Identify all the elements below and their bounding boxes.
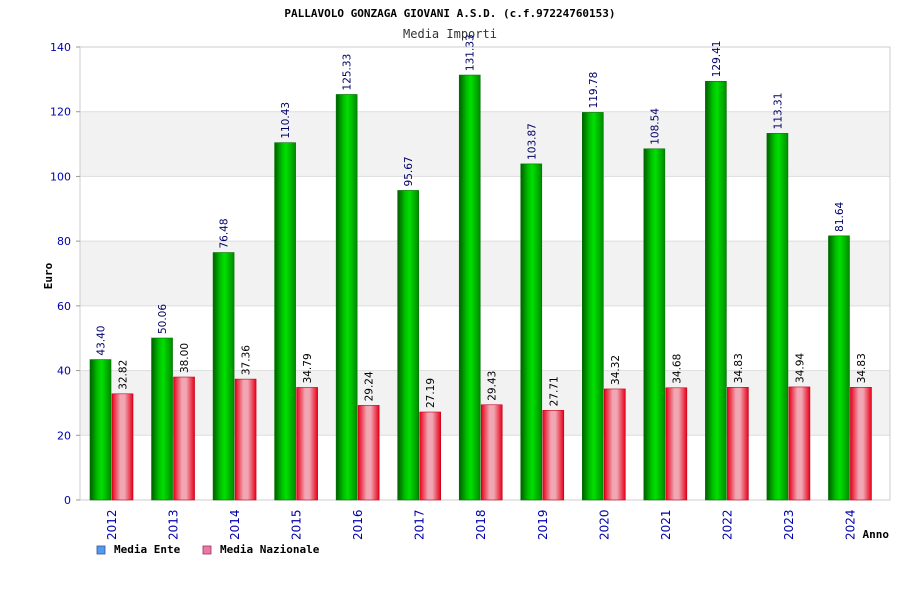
bar-ente-2012: [89, 359, 112, 501]
y-tick-label: 100: [50, 170, 71, 183]
bar-value-label-ente-2022: 129.41: [711, 41, 723, 78]
bar-value-label-nazionale-2023: 34.94: [794, 353, 806, 383]
bar-value-label-nazionale-2019: 27.71: [548, 376, 560, 406]
bar-nazionale-2015: [296, 387, 318, 501]
bar-labels-layer: 43.40 32.82 50.06 38.00 76.48 37.36 110.43 34.7…: [96, 34, 868, 408]
legend-label-media-ente: Media Ente: [114, 543, 181, 556]
legend-swatch-media-nazionale: [202, 545, 212, 555]
x-axis-label: Anno: [863, 528, 890, 541]
bar-ente-2018: [458, 74, 481, 501]
bar-value-label-ente-2024: 81.64: [834, 201, 846, 231]
bar-value-label-nazionale-2020: 34.32: [610, 355, 622, 385]
chart-subtitle: Media Importi: [403, 27, 497, 41]
y-tick-label: 80: [57, 235, 71, 248]
y-axis-ticks: 0 20 40 60 80 100 120 140: [50, 41, 80, 507]
bar-ente-2015: [274, 142, 296, 501]
bar-nazionale-2021: [665, 387, 688, 501]
legend-swatch-media-ente: [96, 545, 106, 555]
bar-ente-2021: [643, 148, 666, 501]
bar-value-label-nazionale-2022: 34.83: [733, 353, 745, 383]
bar-value-label-nazionale-2012: 32.82: [118, 360, 130, 390]
bar-nazionale-2017: [419, 411, 441, 501]
y-tick-label: 60: [57, 300, 71, 313]
x-tick-label-2013: 2013: [167, 509, 181, 540]
bar-value-label-ente-2023: 113.31: [772, 93, 784, 130]
bar-value-label-ente-2017: 95.67: [403, 156, 415, 186]
bar-nazionale-2014: [234, 378, 257, 501]
bar-nazionale-2013: [173, 376, 195, 501]
y-tick-label: 20: [57, 429, 71, 442]
bar-value-label-nazionale-2024: 34.83: [856, 353, 868, 383]
grid-bands: [80, 111, 890, 436]
chart-title: PALLAVOLO GONZAGA GIOVANI A.S.D. (c.f.97…: [284, 7, 615, 20]
bar-value-label-ente-2015: 110.43: [280, 102, 292, 139]
bar-ente-2019: [520, 163, 543, 501]
x-tick-label-2018: 2018: [474, 509, 488, 540]
x-tick-label-2014: 2014: [228, 509, 242, 540]
bar-nazionale-2024: [850, 387, 872, 501]
legend: Media Ente Media Nazionale: [96, 543, 320, 556]
bar-value-label-nazionale-2016: 29.24: [364, 371, 376, 401]
bar-nazionale-2012: [111, 393, 134, 501]
bar-ente-2022: [705, 80, 727, 501]
bar-ente-2023: [766, 133, 789, 501]
x-tick-label-2022: 2022: [720, 509, 734, 540]
x-tick-label-2023: 2023: [782, 509, 796, 540]
bar-value-label-ente-2014: 76.48: [219, 218, 231, 248]
bar-value-label-nazionale-2017: 27.19: [425, 378, 437, 408]
bar-ente-2020: [582, 112, 604, 501]
bar-value-label-ente-2019: 103.87: [526, 123, 538, 160]
bars-layer: [89, 74, 872, 501]
bar-ente-2017: [397, 190, 419, 501]
y-tick-label: 0: [64, 494, 71, 507]
x-tick-label-2020: 2020: [597, 509, 611, 540]
bar-ente-2013: [151, 337, 173, 501]
bar-value-label-ente-2012: 43.40: [96, 326, 108, 356]
bar-value-label-ente-2018: 131.33: [465, 34, 477, 71]
bar-value-label-ente-2013: 50.06: [157, 304, 169, 334]
legend-label-media-nazionale: Media Nazionale: [220, 543, 320, 556]
x-tick-label-2015: 2015: [290, 509, 304, 540]
y-tick-label: 140: [50, 41, 71, 54]
y-tick-label: 40: [57, 365, 71, 378]
bar-value-label-nazionale-2018: 29.43: [487, 371, 499, 401]
x-tick-label-2024: 2024: [843, 509, 857, 540]
bar-value-label-ente-2016: 125.33: [342, 54, 354, 91]
bar-nazionale-2018: [480, 404, 503, 501]
bar-value-label-nazionale-2021: 34.68: [671, 354, 683, 384]
x-tick-label-2019: 2019: [536, 509, 550, 540]
bar-ente-2024: [828, 235, 850, 501]
x-axis-ticks: 2012 2013 2014 2015 2016 2017 2018 2019 2020 2021…: [105, 509, 857, 540]
bar-ente-2014: [212, 252, 235, 501]
y-tick-label: 120: [50, 106, 71, 119]
bar-value-label-nazionale-2013: 38.00: [179, 343, 191, 373]
bar-ente-2016: [335, 94, 358, 501]
x-tick-label-2017: 2017: [413, 509, 427, 540]
grid-band: [80, 111, 890, 177]
bar-value-label-ente-2020: 119.78: [588, 72, 600, 109]
bar-value-label-nazionale-2015: 34.79: [302, 353, 314, 383]
y-axis-label: Euro: [42, 262, 55, 289]
bar-nazionale-2016: [357, 405, 380, 501]
bar-value-label-ente-2021: 108.54: [649, 108, 661, 145]
x-tick-label-2021: 2021: [659, 509, 673, 540]
bar-nazionale-2022: [727, 387, 749, 501]
bar-nazionale-2023: [788, 386, 811, 501]
x-tick-label-2016: 2016: [351, 509, 365, 540]
bar-value-label-nazionale-2014: 37.36: [241, 345, 253, 375]
bar-nazionale-2020: [604, 388, 626, 501]
x-tick-label-2012: 2012: [105, 509, 119, 540]
bar-nazionale-2019: [542, 410, 565, 501]
